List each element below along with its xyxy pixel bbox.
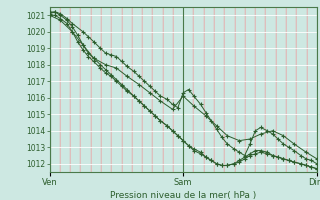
X-axis label: Pression niveau de la mer( hPa ): Pression niveau de la mer( hPa )	[110, 191, 256, 200]
